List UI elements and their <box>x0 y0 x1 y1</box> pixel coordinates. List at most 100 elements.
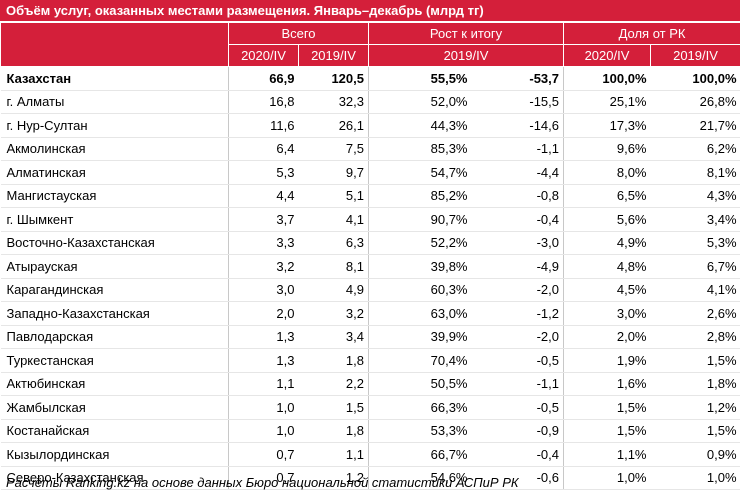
value-cell: -1,1 <box>471 372 564 396</box>
value-cell: 2,6% <box>650 301 740 326</box>
value-cell: 9,7 <box>298 160 369 185</box>
value-cell: 1,3 <box>228 325 299 349</box>
value-cell: 70,4% <box>368 348 472 373</box>
value-cell: 17,3% <box>563 113 651 138</box>
value-cell: 3,0% <box>563 301 651 326</box>
value-cell: 8,1 <box>298 254 369 279</box>
value-cell: -0,5 <box>471 348 564 373</box>
value-cell: 2,8% <box>650 325 740 349</box>
value-cell: 1,6% <box>563 372 651 396</box>
table-row: г. Нур-Султан 11,6 26,1 44,3% -14,6 17,3% 21,7… <box>0 113 740 138</box>
value-cell: -0,5 <box>471 395 564 420</box>
value-cell: 1,0 <box>228 419 299 443</box>
value-cell: 1,5% <box>650 348 740 373</box>
value-cell: 3,2 <box>228 254 299 279</box>
table-row: Атырауская 3,2 8,1 39,8% -4,9 4,8% 6,7% <box>0 254 740 279</box>
value-cell: 0,7 <box>228 442 299 467</box>
value-cell: 4,1% <box>650 278 740 302</box>
value-cell: -15,5 <box>471 90 564 114</box>
table-row: Алматинская 5,3 9,7 54,7% -4,4 8,0% 8,1% <box>0 160 740 185</box>
data-table: Всего Рост к итогу Доля от РК 2020/IV 20… <box>0 22 740 490</box>
value-cell: 1,5% <box>563 395 651 420</box>
region-name: Казахстан <box>0 66 229 91</box>
value-cell: 5,3 <box>228 160 299 185</box>
header-row: 2020/IV 2019/IV 2019/IV 2020/IV 2019/IV <box>1 44 740 67</box>
value-cell: -0,6 <box>471 466 564 490</box>
header-group: Рост к итогу <box>368 22 564 45</box>
value-cell: 63,0% <box>368 301 472 326</box>
value-cell: 4,1 <box>298 207 369 232</box>
table-title: Объём услуг, оказанных местами размещени… <box>0 0 740 22</box>
value-cell: 50,5% <box>368 372 472 396</box>
value-cell: 6,3 <box>298 231 369 255</box>
value-cell: 3,2 <box>298 301 369 326</box>
region-name: Алматинская <box>0 160 229 185</box>
region-name: Костанайская <box>0 419 229 443</box>
value-cell: -0,4 <box>471 442 564 467</box>
region-name: г. Алматы <box>0 90 229 114</box>
table-row: Костанайская 1,0 1,8 53,3% -0,9 1,5% 1,5% <box>0 419 740 443</box>
value-cell: 52,2% <box>368 231 472 255</box>
table-row: Западно-Казахстанская 2,0 3,2 63,0% -1,2 3,0%… <box>0 301 740 326</box>
region-name: Туркестанская <box>0 348 229 373</box>
value-cell: 2,2 <box>298 372 369 396</box>
value-cell: 5,6% <box>563 207 651 232</box>
table-row: Туркестанская 1,3 1,8 70,4% -0,5 1,9% 1,5% <box>0 348 740 373</box>
header-sub: 2020/IV <box>228 44 299 67</box>
value-cell: -0,9 <box>471 419 564 443</box>
value-cell: 0,7 <box>228 466 299 490</box>
value-cell: 4,8% <box>563 254 651 279</box>
value-cell: -1,1 <box>471 137 564 161</box>
value-cell: 1,2 <box>298 466 369 490</box>
value-cell: 4,5% <box>563 278 651 302</box>
region-name: Северо-Казахстанская <box>0 466 229 490</box>
region-name: Карагандинская <box>0 278 229 302</box>
value-cell: 5,1 <box>298 184 369 208</box>
value-cell: -4,4 <box>471 160 564 185</box>
table-row: Казахстан 66,9 120,5 55,5% -53,7 100,0% 100,0% <box>0 66 740 91</box>
table-row: Жамбылская 1,0 1,5 66,3% -0,5 1,5% 1,2% <box>0 395 740 420</box>
value-cell: 1,3 <box>228 348 299 373</box>
region-name: Мангистауская <box>0 184 229 208</box>
value-cell: -4,9 <box>471 254 564 279</box>
value-cell: 1,9% <box>563 348 651 373</box>
value-cell: 6,5% <box>563 184 651 208</box>
value-cell: -1,2 <box>471 301 564 326</box>
value-cell: 2,0% <box>563 325 651 349</box>
header-sub: 2019/IV <box>298 44 369 67</box>
value-cell: -2,0 <box>471 325 564 349</box>
value-cell: 54,7% <box>368 160 472 185</box>
value-cell: 39,9% <box>368 325 472 349</box>
value-cell: -53,7 <box>471 66 564 91</box>
value-cell: 1,1% <box>563 442 651 467</box>
value-cell: 6,4 <box>228 137 299 161</box>
value-cell: 1,8 <box>298 419 369 443</box>
value-cell: -2,0 <box>471 278 564 302</box>
table-row: Акмолинская 6,4 7,5 85,3% -1,1 9,6% 6,2% <box>0 137 740 161</box>
value-cell: 3,4% <box>650 207 740 232</box>
value-cell: 100,0% <box>650 66 740 91</box>
value-cell: 21,7% <box>650 113 740 138</box>
value-cell: 1,1 <box>228 372 299 396</box>
value-cell: 4,9% <box>563 231 651 255</box>
table-row: г. Шымкент 3,7 4,1 90,7% -0,4 5,6% 3,4% <box>0 207 740 232</box>
value-cell: 3,3 <box>228 231 299 255</box>
value-cell: 1,0% <box>650 466 740 490</box>
header-sub: 2020/IV <box>563 44 651 67</box>
value-cell: 11,6 <box>228 113 299 138</box>
value-cell: 6,2% <box>650 137 740 161</box>
value-cell: 1,5% <box>563 419 651 443</box>
table-row: Кызылординская 0,7 1,1 66,7% -0,4 1,1% 0,9% <box>0 442 740 467</box>
value-cell: 39,8% <box>368 254 472 279</box>
value-cell: 55,5% <box>368 66 472 91</box>
value-cell: 1,2% <box>650 395 740 420</box>
value-cell: 120,5 <box>298 66 369 91</box>
table-row: Мангистауская 4,4 5,1 85,2% -0,8 6,5% 4,3% <box>0 184 740 208</box>
value-cell: 8,1% <box>650 160 740 185</box>
table-row: Восточно-Казахстанская 3,3 6,3 52,2% -3,0 4,9… <box>0 231 740 255</box>
table-row: г. Алматы 16,8 32,3 52,0% -15,5 25,1% 26,8% <box>0 90 740 114</box>
value-cell: 1,8% <box>650 372 740 396</box>
region-name: Западно-Казахстанская <box>0 301 229 326</box>
table-row: Актюбинская 1,1 2,2 50,5% -1,1 1,6% 1,8% <box>0 372 740 396</box>
